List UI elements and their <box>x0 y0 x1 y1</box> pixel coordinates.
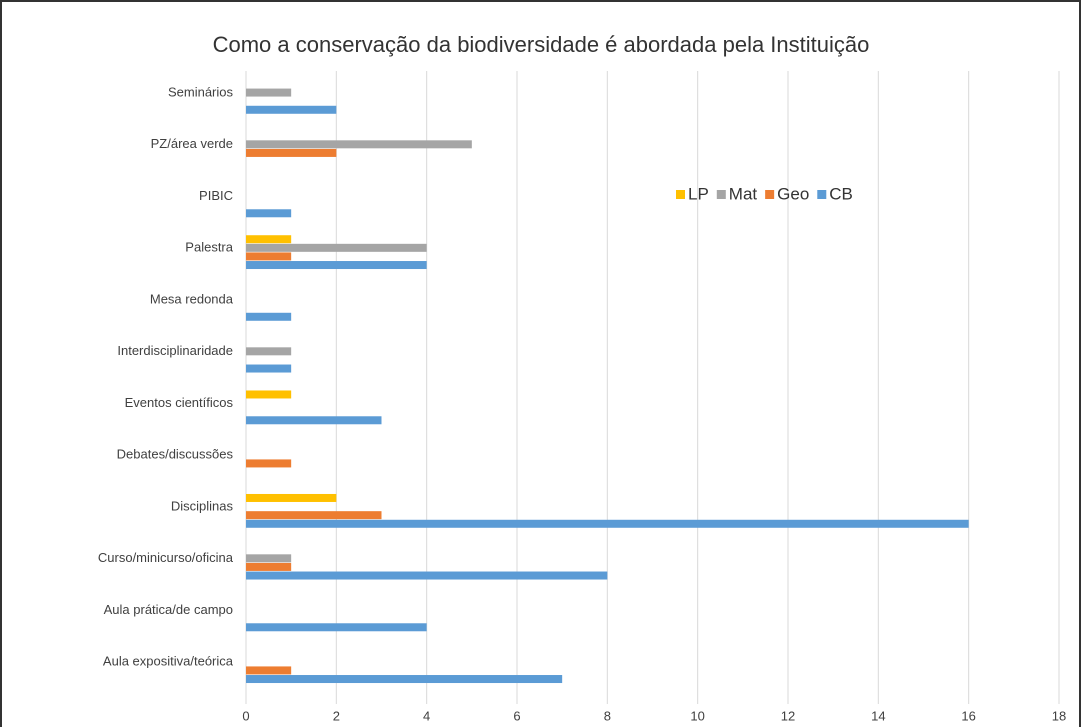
chart-title: Como a conservação da biodiversidade é a… <box>213 32 870 57</box>
x-tick-label: 10 <box>690 708 704 723</box>
legend-label: Geo <box>777 184 809 203</box>
x-tick-label: 4 <box>423 708 430 723</box>
legend-swatch <box>716 190 726 199</box>
legend-label: Mat <box>729 184 758 203</box>
x-tick-label: 18 <box>1052 708 1066 723</box>
x-tick-label: 14 <box>871 708 885 723</box>
x-tick-label: 0 <box>242 708 249 723</box>
bar <box>246 243 427 252</box>
bar <box>246 140 472 149</box>
bar <box>246 493 337 502</box>
bar <box>246 209 292 218</box>
bar <box>246 623 427 632</box>
y-tick-label: Mesa redonda <box>150 291 234 306</box>
legend-label: CB <box>829 184 853 203</box>
bar <box>246 312 292 321</box>
x-tick-label: 8 <box>604 708 611 723</box>
y-tick-label: Palestra <box>185 240 233 255</box>
x-tick-label: 2 <box>333 708 340 723</box>
legend-swatch <box>765 190 775 199</box>
bar <box>246 105 337 114</box>
bar <box>246 562 292 571</box>
x-tick-label: 16 <box>961 708 975 723</box>
legend-label: LP <box>688 184 709 203</box>
legend-swatch <box>817 190 827 199</box>
bar <box>246 666 292 675</box>
bar <box>246 252 292 261</box>
bar <box>246 88 292 97</box>
bar <box>246 148 337 157</box>
bar <box>246 675 563 684</box>
x-tick-label: 6 <box>513 708 520 723</box>
bar <box>246 347 292 356</box>
y-tick-label: Interdisciplinaridade <box>117 343 233 358</box>
y-tick-label: PZ/área verde <box>151 136 233 151</box>
y-tick-label: PIBIC <box>199 188 233 203</box>
y-tick-label: Seminários <box>168 84 234 99</box>
x-tick-label: 12 <box>781 708 795 723</box>
bar <box>246 364 292 373</box>
y-tick-label: Eventos científicos <box>125 395 234 410</box>
bar <box>246 235 292 244</box>
bar <box>246 571 608 580</box>
bar <box>246 416 382 425</box>
bar <box>246 459 292 468</box>
bar <box>246 519 969 528</box>
bar <box>246 554 292 563</box>
y-tick-label: Disciplinas <box>171 498 234 513</box>
bar <box>246 390 292 399</box>
bar <box>246 511 382 520</box>
bar <box>246 261 427 270</box>
y-tick-label: Debates/discussões <box>117 447 234 462</box>
y-tick-label: Curso/minicurso/oficina <box>98 550 234 565</box>
y-tick-label: Aula expositiva/teórica <box>103 654 234 669</box>
legend-swatch <box>676 190 685 199</box>
y-tick-label: Aula prática/de campo <box>104 602 233 617</box>
